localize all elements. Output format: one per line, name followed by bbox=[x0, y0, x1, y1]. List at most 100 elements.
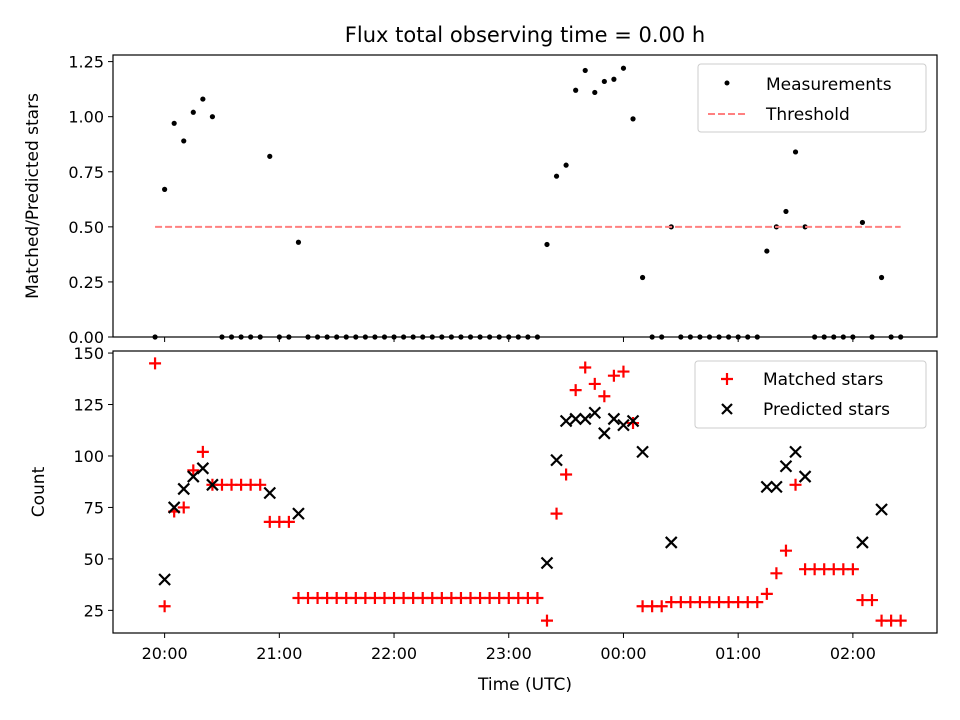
y-tick-label: 0.25 bbox=[68, 273, 104, 292]
x-tick-label: 00:00 bbox=[600, 644, 646, 663]
predicted-star-point bbox=[158, 573, 171, 586]
predicted-star-point bbox=[569, 412, 582, 426]
legend-threshold-label: Threshold bbox=[765, 105, 850, 125]
predicted-star-point bbox=[664, 536, 678, 549]
top-legend-box bbox=[697, 63, 927, 133]
matched-star-point bbox=[607, 369, 620, 382]
matched-star-point bbox=[598, 390, 611, 403]
measurement-point bbox=[592, 89, 598, 96]
legend-measurements-marker bbox=[724, 80, 730, 86]
measurement-point bbox=[190, 109, 196, 115]
predicted-star-point bbox=[167, 501, 181, 514]
top-panel: Flux total observing time = 0.00 h 0.00 0… bbox=[23, 23, 938, 347]
y-tick-label: 150 bbox=[73, 344, 104, 363]
top-legend: Measurements Threshold bbox=[697, 63, 927, 133]
matched-star-point bbox=[187, 464, 200, 477]
measurement-point bbox=[630, 116, 636, 122]
x-tick-label: 02:00 bbox=[830, 644, 876, 663]
measurement-point bbox=[573, 87, 579, 93]
x-axis-label: Time (UTC) bbox=[477, 675, 572, 695]
y-tick-label: 0.50 bbox=[68, 218, 104, 237]
predicted-star-point bbox=[292, 507, 305, 520]
measurement-point bbox=[611, 76, 617, 82]
x-tick-label: 20:00 bbox=[142, 644, 188, 663]
predicted-star-point bbox=[636, 445, 649, 459]
matched-star-point bbox=[770, 567, 783, 580]
predicted-star-point bbox=[779, 459, 793, 473]
predicted-star-point bbox=[617, 418, 630, 432]
matched-star-point bbox=[196, 445, 209, 458]
predicted-star-point bbox=[578, 412, 592, 426]
y-tick-label: 125 bbox=[73, 396, 104, 415]
matched-star-point bbox=[579, 361, 592, 374]
top-chart-title: Flux total observing time = 0.00 h bbox=[345, 23, 705, 47]
matched-star-point bbox=[149, 357, 162, 370]
legend-predicted-label: Predicted stars bbox=[763, 400, 890, 420]
measurement-point bbox=[639, 274, 646, 281]
matched-star-point bbox=[158, 600, 171, 613]
measurement-point bbox=[544, 241, 550, 248]
top-y-axis-label: Matched/Predicted stars bbox=[23, 93, 43, 299]
matched-star-point bbox=[254, 478, 267, 491]
predicted-star-point bbox=[875, 503, 888, 516]
x-tick-label: 01:00 bbox=[715, 644, 761, 663]
measurement-point bbox=[162, 186, 168, 192]
bottom-legend: Matched stars Predicted stars bbox=[694, 360, 927, 429]
legend-matched-marker bbox=[721, 373, 733, 385]
matched-star-point bbox=[531, 592, 544, 605]
predicted-star-point bbox=[607, 412, 621, 426]
y-tick-label: 0.00 bbox=[68, 328, 104, 347]
predicted-star-point bbox=[550, 453, 563, 467]
x-tick-label: 21:00 bbox=[256, 644, 302, 663]
measurement-point bbox=[200, 96, 206, 102]
y-tick-label: 50 bbox=[84, 550, 104, 569]
measurement-point bbox=[295, 239, 302, 245]
y-tick-label: 1.00 bbox=[68, 108, 104, 127]
bottom-axes-frame bbox=[112, 350, 938, 634]
matched-star-point bbox=[627, 417, 640, 430]
predicted-star-point bbox=[770, 480, 783, 494]
legend-matched-label: Matched stars bbox=[763, 370, 883, 390]
predicted-star-point bbox=[856, 536, 869, 549]
matched-star-point bbox=[865, 594, 878, 607]
measurement-point bbox=[181, 138, 187, 144]
measurement-point bbox=[620, 65, 627, 71]
legend-measurements-label: Measurements bbox=[766, 75, 892, 95]
matched-star-point bbox=[760, 587, 773, 600]
matched-star-point bbox=[779, 544, 792, 557]
predicted-star-point bbox=[196, 462, 210, 475]
matched-star-point bbox=[751, 596, 764, 609]
y-tick-label: 75 bbox=[84, 498, 104, 517]
measurement-point bbox=[563, 162, 569, 168]
measurement-point bbox=[553, 173, 560, 179]
bottom-legend-box bbox=[694, 360, 927, 429]
bottom-panel: 20:00 21:00 22:00 23:00 00:00 01:00 02:00 25 50 7… bbox=[29, 344, 938, 695]
predicted-star-point bbox=[760, 480, 774, 494]
y-tick-label: 1.25 bbox=[68, 53, 104, 72]
predicted-star-point bbox=[598, 427, 611, 440]
top-axes-frame bbox=[112, 54, 938, 338]
measurement-point bbox=[764, 248, 770, 254]
measurement-point bbox=[267, 153, 273, 159]
predicted-star-point bbox=[789, 445, 802, 459]
matched-star-point bbox=[894, 614, 907, 627]
x-tick-label: 23:00 bbox=[486, 644, 532, 663]
measurement-point bbox=[859, 219, 866, 226]
matched-star-point bbox=[588, 377, 601, 390]
y-tick-label: 25 bbox=[84, 601, 104, 620]
predicted-star-point bbox=[559, 414, 573, 428]
predicted-star-point bbox=[177, 482, 191, 496]
measurement-point bbox=[582, 67, 588, 74]
matched-star-point bbox=[550, 507, 563, 520]
predicted-star-point bbox=[263, 486, 277, 500]
predicted-star-point bbox=[798, 470, 812, 483]
measurement-point bbox=[209, 114, 216, 120]
x-tick-label: 22:00 bbox=[371, 644, 417, 663]
predicted-star-point bbox=[626, 414, 640, 428]
bottom-plot-area: 20:00 21:00 22:00 23:00 00:00 01:00 02:00 25 50 7… bbox=[73, 344, 907, 663]
matched-star-point bbox=[560, 468, 573, 481]
matched-star-point bbox=[282, 515, 295, 528]
predicted-star-point bbox=[540, 556, 554, 570]
measurement-point bbox=[792, 149, 799, 155]
measurement-point bbox=[171, 120, 177, 126]
